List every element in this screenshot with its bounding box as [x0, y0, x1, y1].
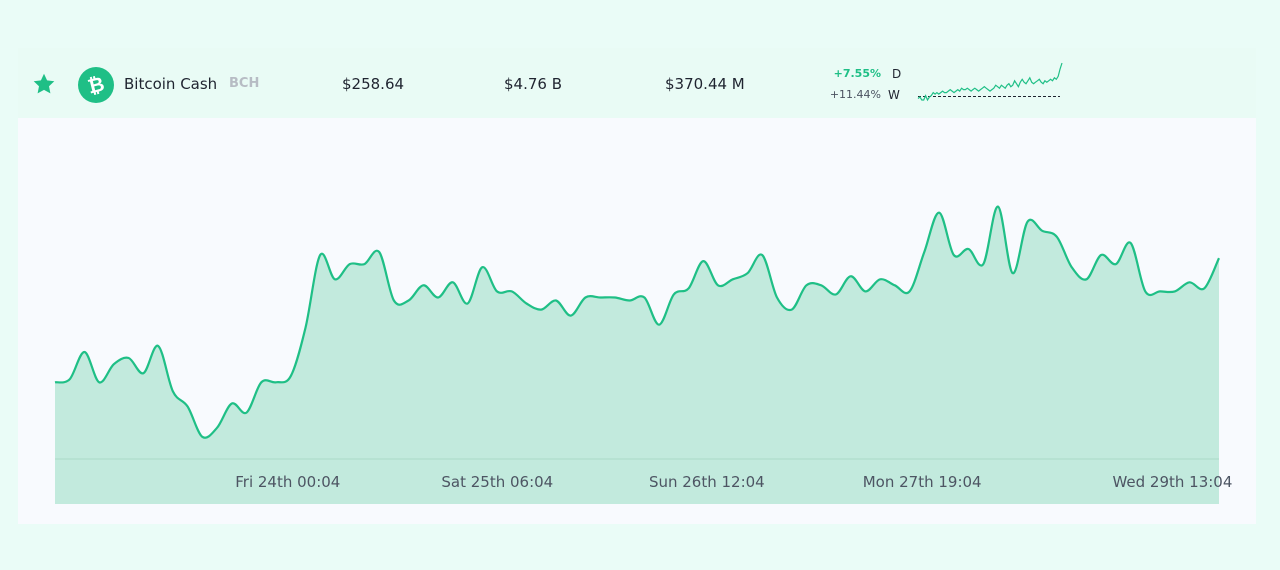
svg-text:₿: ₿ [85, 71, 107, 98]
x-tick-label: Mon 27th 19:04 [863, 473, 982, 491]
x-tick-label: Sat 25th 06:04 [441, 473, 553, 491]
coin-price: $258.64 [342, 75, 405, 93]
sparkline-line [917, 62, 1063, 102]
change-week-label: W [888, 88, 900, 102]
change-week-value: +11.44% [829, 88, 881, 101]
x-tick-label: Wed 29th 13:04 [1112, 473, 1232, 491]
x-tick-label: Sun 26th 12:04 [649, 473, 765, 491]
bitcoin-cash-icon: ₿ [78, 67, 114, 103]
coin-name[interactable]: Bitcoin Cash [124, 75, 218, 93]
coin-card: ₿ Bitcoin Cash BCH $258.64 $4.76 B $370.… [18, 48, 1256, 524]
coin-row[interactable]: ₿ Bitcoin Cash BCH $258.64 $4.76 B $370.… [18, 48, 1256, 118]
sparkline-chart [917, 62, 1063, 102]
price-line [54, 205, 1220, 439]
change-day-label: D [892, 67, 902, 81]
change-day-value: +7.55% [833, 67, 881, 80]
x-tick-label: Fri 24th 00:04 [235, 473, 340, 491]
coin-market-cap: $4.76 B [504, 75, 563, 93]
star-icon[interactable] [32, 72, 56, 96]
coin-symbol: BCH [229, 76, 260, 91]
price-chart: Fri 24th 00:04 Sat 25th 06:04 Sun 26th 12:… [54, 205, 1232, 505]
coin-volume: $370.44 M [665, 75, 745, 93]
price-area-fill [55, 206, 1219, 505]
